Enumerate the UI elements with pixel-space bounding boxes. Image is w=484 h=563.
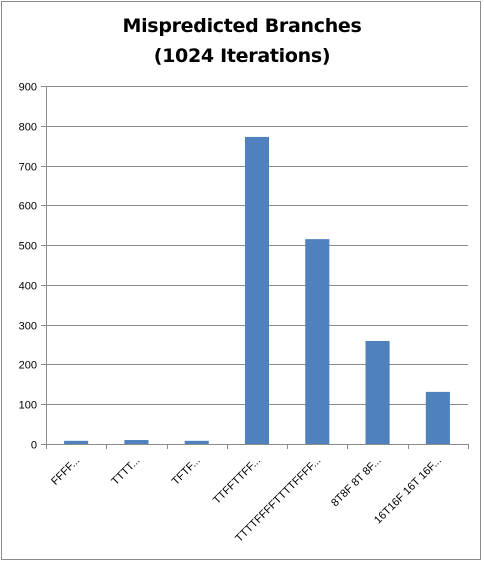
axes (41, 86, 469, 449)
y-tick-label: 0 (31, 440, 37, 452)
y-tick-label: 300 (19, 321, 37, 333)
y-tick-label: 100 (19, 400, 37, 412)
x-tick-label: 8T8F 8T 8F... (329, 455, 384, 510)
y-tick-label: 200 (19, 360, 37, 372)
bar-series (64, 136, 450, 444)
y-tick-label: 400 (19, 281, 37, 293)
bar (124, 440, 149, 444)
y-tick-label: 600 (19, 201, 37, 213)
x-tick-label: FFFF... (49, 455, 82, 488)
y-tick-label: 700 (19, 162, 37, 174)
x-tick-label: TFTF... (170, 455, 203, 488)
bar (305, 239, 330, 444)
bar (425, 391, 450, 444)
x-tick-label: 16T16F 16T 16F... (372, 455, 444, 527)
y-tick-label: 500 (19, 241, 37, 253)
chart-title-line-1: Mispredicted Branches (122, 15, 362, 37)
x-tick-label: TTFFTTFF... (211, 455, 263, 507)
tick-labels: 0 100 200 300 400 500 600 700 800 900 FFFF... TTTT.… (19, 82, 444, 545)
bar (184, 440, 209, 444)
bar (244, 136, 270, 444)
chart-title-line-2: (1024 Iterations) (153, 45, 331, 67)
bar (365, 340, 390, 444)
y-tick-label: 800 (19, 122, 37, 134)
bar (64, 440, 89, 444)
x-tick-label: TTTT... (109, 455, 142, 488)
y-tick-label: 900 (19, 82, 37, 94)
